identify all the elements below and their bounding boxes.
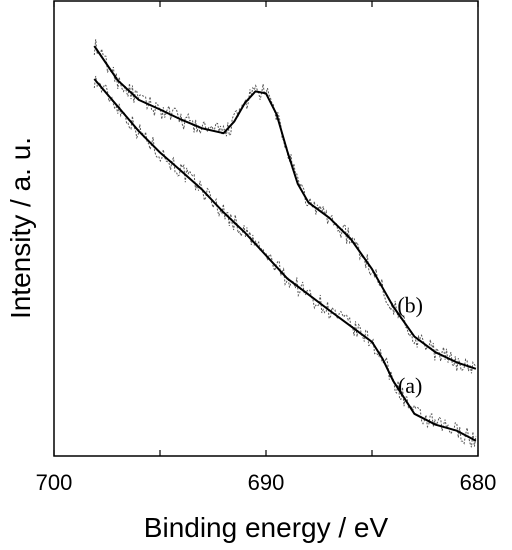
x-tick-label: 690: [248, 470, 285, 495]
x-tick-label: 680: [460, 470, 497, 495]
series-b-line: [93, 45, 477, 370]
x-tick-label: 700: [36, 470, 73, 495]
series-labels: (a) (b): [397, 293, 423, 399]
x-axis-title: Binding energy / eV: [144, 512, 389, 543]
series-label: (b): [397, 293, 423, 318]
axis-ticks: [53, 1, 479, 456]
series-b-raw-trace: [93, 39, 477, 374]
series-a-raw-trace: [93, 75, 477, 448]
series-label: (a): [398, 373, 422, 398]
series-a-line: [93, 78, 477, 442]
x-tick-labels: 700 690 680: [36, 470, 497, 495]
series-lines: [93, 39, 477, 448]
y-axis-title: Intensity / a. u.: [5, 137, 36, 319]
